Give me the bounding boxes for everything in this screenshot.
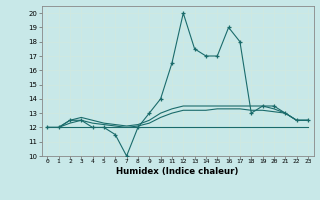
X-axis label: Humidex (Indice chaleur): Humidex (Indice chaleur) <box>116 167 239 176</box>
